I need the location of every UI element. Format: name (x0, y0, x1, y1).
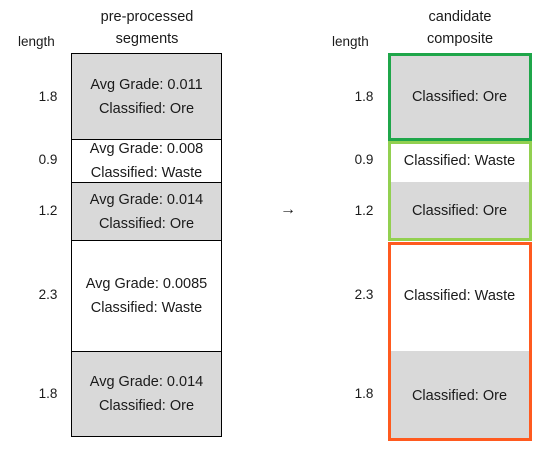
arrow-icon: → (280, 201, 296, 218)
composite-segment-5: Classified: Ore (388, 351, 531, 440)
right-length-2: 0.9 (354, 152, 374, 167)
left-length-header: length (18, 34, 55, 49)
composite-box-2 (388, 141, 532, 241)
composite-box-3 (388, 242, 532, 441)
left-header: pre-processed segments (100, 9, 194, 47)
left-length-5: 1.8 (38, 386, 58, 401)
segment-5-grade: Avg Grade: 0.014 (89, 374, 204, 390)
left-length-2: 0.9 (38, 152, 58, 167)
composite-segment-1: Classified: Ore (388, 53, 531, 140)
composite-segment-4: Classified: Waste (388, 240, 531, 351)
left-length-3: 1.2 (38, 203, 58, 218)
left-length-1: 1.8 (38, 89, 58, 104)
right-length-1: 1.8 (354, 89, 374, 104)
composite-segment-2: Classified: Waste (388, 140, 531, 182)
composite-box-1 (388, 53, 532, 141)
left-length-4: 2.3 (38, 287, 58, 302)
segment-3: Avg Grade: 0.014 Classified: Ore (71, 182, 222, 241)
composite-segment-3: Classified: Ore (388, 182, 531, 240)
segment-4-class: Classified: Waste (90, 300, 203, 316)
right-length-5: 1.8 (354, 386, 374, 401)
right-length-4: 2.3 (354, 287, 374, 302)
right-header: candidate composite (426, 9, 494, 47)
segment-2: Avg Grade: 0.008 Classified: Waste (71, 139, 222, 183)
segment-5-class: Classified: Ore (98, 398, 195, 414)
segment-5: Avg Grade: 0.014 Classified: Ore (71, 351, 222, 437)
segment-2-grade: Avg Grade: 0.008 (89, 141, 204, 157)
segment-1-grade: Avg Grade: 0.011 (90, 76, 203, 93)
segment-4: Avg Grade: 0.0085 Classified: Waste (71, 240, 222, 352)
segment-3-class: Classified: Ore (98, 215, 195, 232)
right-length-header: length (332, 34, 369, 49)
segment-2-class: Classified: Waste (90, 165, 203, 181)
right-length-3: 1.2 (354, 203, 374, 218)
segment-4-grade: Avg Grade: 0.0085 (85, 276, 208, 292)
segment-3-grade: Avg Grade: 0.014 (89, 191, 204, 208)
segment-1-class: Classified: Ore (98, 100, 195, 117)
segment-1: Avg Grade: 0.011 Classified: Ore (71, 53, 222, 140)
